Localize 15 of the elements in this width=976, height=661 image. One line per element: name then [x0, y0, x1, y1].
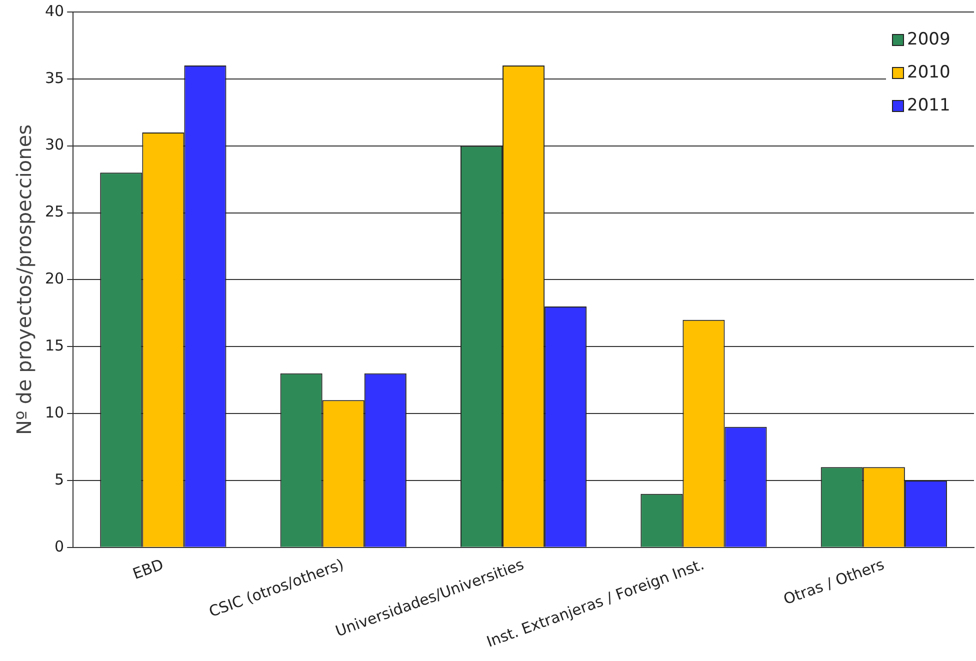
- y-tick-label: 5: [54, 470, 64, 488]
- legend-label: 2011: [907, 95, 950, 116]
- y-tick-label: 30: [44, 136, 64, 154]
- y-tick-label: 25: [44, 202, 64, 221]
- y-tick-label: 35: [44, 68, 64, 87]
- y-tick-label: 20: [44, 270, 64, 288]
- x-tick-label: Otras / Others: [781, 555, 887, 608]
- y-tick-label: 15: [44, 336, 64, 355]
- x-tick-label: EBD: [130, 555, 166, 583]
- y-tick-label: 0: [54, 537, 64, 556]
- y-tick-label: 10: [44, 403, 64, 422]
- y-tick-label: 40: [44, 2, 64, 20]
- legend-label: 2009: [907, 29, 950, 50]
- y-axis-title: Nº de proyectos/prospecciones: [12, 124, 36, 435]
- legend-label: 2010: [907, 62, 950, 82]
